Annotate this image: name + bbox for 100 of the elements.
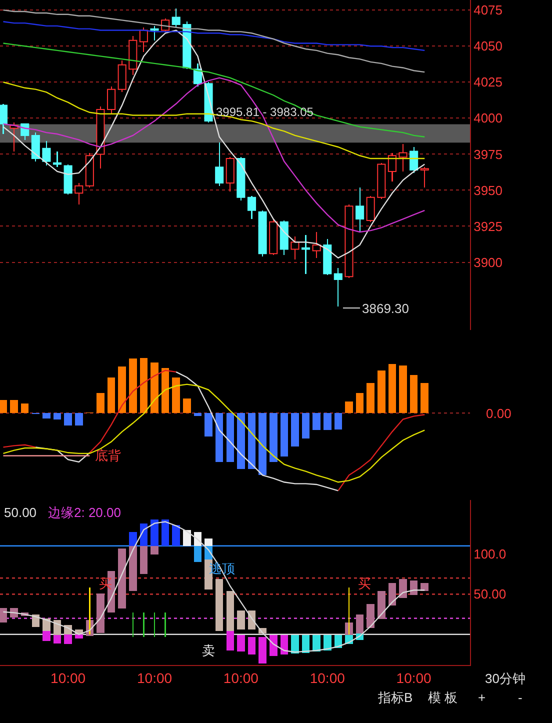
annotation: 卖 xyxy=(202,643,215,658)
bar xyxy=(356,392,364,414)
bar xyxy=(204,538,212,546)
bar xyxy=(20,404,29,414)
bar xyxy=(74,413,83,426)
bar xyxy=(302,413,310,439)
bar xyxy=(237,635,245,652)
bar xyxy=(388,582,396,606)
bar xyxy=(366,382,374,414)
text: - xyxy=(518,690,522,705)
bar xyxy=(323,413,332,430)
bar xyxy=(53,413,62,420)
bar xyxy=(215,578,224,632)
line-series xyxy=(2,30,426,259)
bar xyxy=(302,635,310,653)
y-tick-label: 4000 xyxy=(474,110,503,126)
bar xyxy=(291,413,299,446)
y-tick-label: 4025 xyxy=(474,74,503,90)
bar xyxy=(410,375,418,414)
annotation: 买 xyxy=(358,576,371,591)
bar xyxy=(226,413,234,462)
bar xyxy=(150,546,158,555)
bar xyxy=(356,614,364,634)
bar xyxy=(194,413,202,416)
bar xyxy=(215,413,224,462)
bar xyxy=(269,413,278,462)
bar xyxy=(74,634,83,638)
bar xyxy=(420,382,429,414)
bar xyxy=(237,610,245,630)
bar xyxy=(118,366,126,414)
bar xyxy=(334,413,342,430)
y-tick-label: 4050 xyxy=(474,38,503,54)
annotation: 3869.30 xyxy=(362,301,409,316)
bar xyxy=(172,377,180,414)
bar xyxy=(183,398,191,414)
bar xyxy=(399,578,407,598)
y-tick-label: 100.0 xyxy=(474,546,506,562)
bar xyxy=(118,548,126,609)
x-tick-label: 10:00 xyxy=(50,670,86,686)
bar xyxy=(129,532,137,546)
bar xyxy=(10,400,18,414)
x-tick-label: 10:00 xyxy=(136,670,172,686)
annotation: 50.00 xyxy=(4,505,37,520)
bar xyxy=(280,635,288,655)
bar xyxy=(161,519,170,546)
text: 指标B xyxy=(377,690,413,705)
y-tick-label: 3975 xyxy=(474,146,503,162)
text: + xyxy=(478,690,486,705)
y-tick-label: 50.00 xyxy=(474,586,506,602)
candlestick xyxy=(52,151,62,168)
bar xyxy=(161,368,170,414)
bar xyxy=(378,590,386,620)
bar xyxy=(378,370,386,414)
bar xyxy=(172,524,180,546)
line-series xyxy=(2,9,426,73)
bar xyxy=(64,413,72,426)
bar xyxy=(150,362,158,414)
x-tick-label: 10:00 xyxy=(310,670,346,686)
band-label: 3995.81 - 3983.05 xyxy=(216,105,314,119)
text: 模 板 xyxy=(428,690,458,705)
bar xyxy=(0,400,8,414)
bar xyxy=(129,546,137,591)
bar xyxy=(42,618,50,632)
bar xyxy=(204,413,212,436)
bar xyxy=(291,635,299,654)
line-series xyxy=(2,42,426,138)
bar xyxy=(280,413,288,457)
bar xyxy=(399,366,407,414)
bar xyxy=(388,364,396,414)
annotation: 边缘2: 20.00 xyxy=(48,505,121,520)
bar xyxy=(226,631,234,651)
bar xyxy=(258,413,266,476)
bar xyxy=(269,635,278,656)
y-tick-label: 3900 xyxy=(474,254,503,270)
bar xyxy=(345,401,353,414)
bar xyxy=(129,358,137,414)
ref-line-label: 0.00 xyxy=(486,406,512,421)
bar xyxy=(248,413,256,469)
series-label: 底背 xyxy=(95,448,121,463)
candlestick xyxy=(301,234,310,274)
bar xyxy=(248,636,256,655)
y-tick-label: 4075 xyxy=(474,2,503,18)
bar xyxy=(140,546,148,574)
bar xyxy=(312,413,320,430)
x-tick-label: 10:00 xyxy=(396,670,432,686)
bar xyxy=(226,590,234,632)
bar xyxy=(312,635,320,652)
y-tick-label: 3950 xyxy=(474,182,503,198)
bar xyxy=(107,377,116,414)
y-tick-label: 3925 xyxy=(474,218,503,234)
bar xyxy=(258,636,266,664)
bar xyxy=(194,546,202,562)
bar xyxy=(64,634,72,644)
bar xyxy=(420,582,429,591)
text: 30分钟 xyxy=(485,671,526,686)
bar xyxy=(366,604,374,628)
bar xyxy=(183,530,191,546)
bar xyxy=(237,413,245,469)
bar xyxy=(42,631,50,641)
bar xyxy=(0,608,8,622)
